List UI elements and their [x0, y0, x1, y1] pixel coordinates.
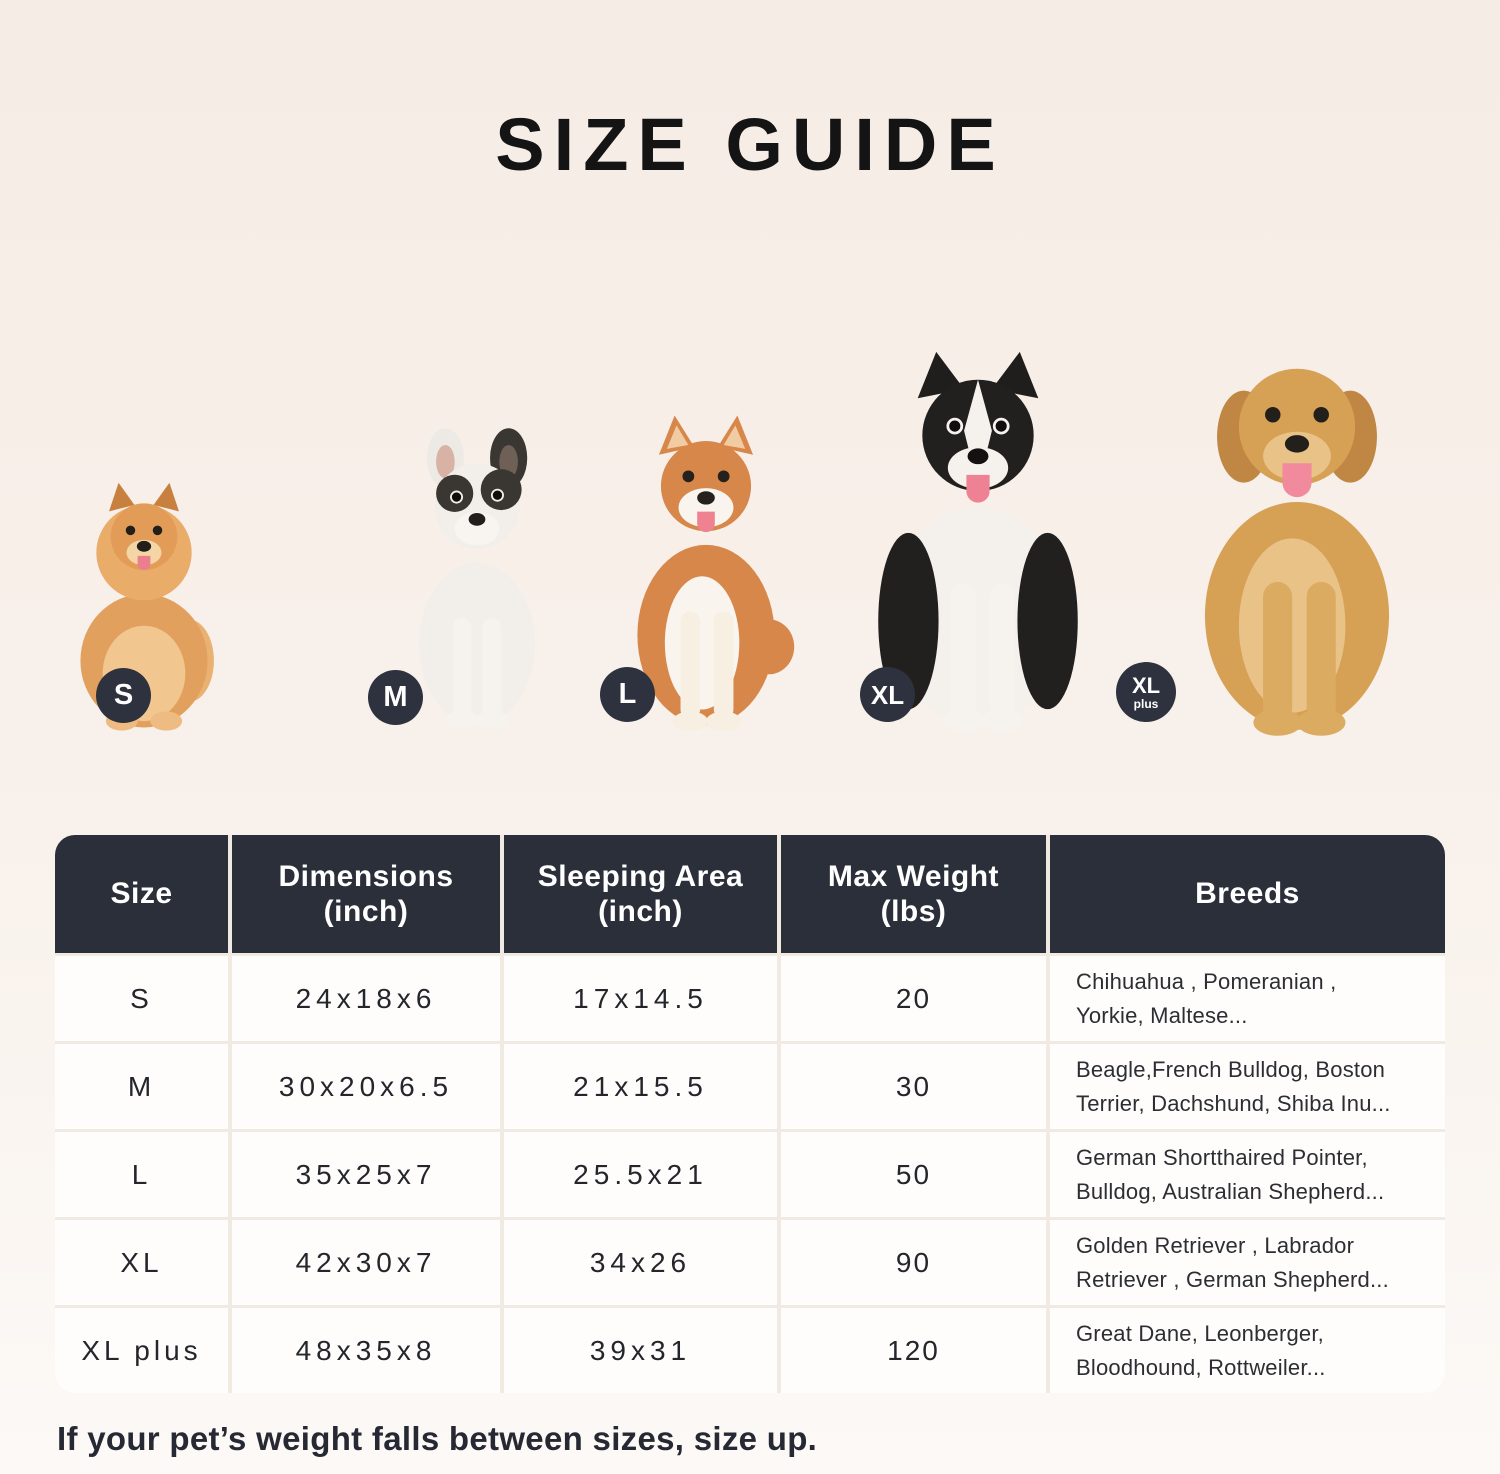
column-header-label: Max Weight — [827, 859, 1000, 893]
cell-dimensions: 24x18x6 — [232, 956, 500, 1041]
size-badge-l: L — [600, 667, 655, 722]
size-badge-label: S — [113, 679, 134, 711]
column-header-label: Size — [110, 877, 173, 911]
page-title: SIZE GUIDE — [495, 103, 1005, 186]
cell-dimensions: 48x35x8 — [232, 1308, 500, 1393]
dog-image-border-collie — [862, 346, 1094, 737]
cell-breeds: Beagle,French Bulldog, Boston Terrier, D… — [1050, 1044, 1445, 1129]
column-header-dimensions: Dimensions (inch) — [232, 835, 500, 953]
size-table: Size Dimensions (inch) Sleeping Area (in… — [55, 835, 1445, 1393]
cell-max-weight: 50 — [781, 1132, 1046, 1217]
cell-max-weight: 30 — [781, 1044, 1046, 1129]
column-header-size: Size — [55, 835, 228, 953]
size-up-footnote: If your pet’s weight falls between sizes… — [57, 1420, 818, 1457]
size-badge-label: L — [618, 678, 637, 710]
column-header-label: Sleeping Area — [537, 859, 744, 893]
column-header-label: Breeds — [1195, 877, 1300, 911]
column-header-max-weight: Max Weight (lbs) — [781, 835, 1046, 953]
dog-image-shiba-inu — [608, 362, 804, 737]
cell-sleeping-area: 21x15.5 — [504, 1044, 777, 1129]
cell-size: L — [55, 1132, 228, 1217]
size-badge-label: XL — [1131, 672, 1161, 698]
size-badge-s: S — [96, 668, 151, 723]
dog-image-golden-retriever — [1172, 330, 1422, 737]
cell-sleeping-area: 39x31 — [504, 1308, 777, 1393]
border-collie-illustration — [878, 351, 1078, 733]
cell-sleeping-area: 17x14.5 — [504, 956, 777, 1041]
cell-size: XL — [55, 1220, 228, 1305]
cell-max-weight: 120 — [781, 1308, 1046, 1393]
column-header-label: Dimensions — [278, 859, 454, 893]
cell-breeds: German Shortthaired Pointer, Bulldog, Au… — [1050, 1132, 1445, 1217]
cell-breeds: Great Dane, Leonberger, Bloodhound, Rott… — [1050, 1308, 1445, 1393]
cell-sleeping-area: 25.5x21 — [504, 1132, 777, 1217]
golden-retriever-illustration — [1204, 368, 1390, 736]
cell-breeds: Golden Retriever , Labrador Retriever , … — [1050, 1220, 1445, 1305]
french-bulldog-illustration — [419, 428, 535, 730]
cell-breeds: Chihuahua , Pomeranian , Yorkie, Maltese… — [1050, 956, 1445, 1041]
cell-size: XL plus — [55, 1308, 228, 1393]
column-header-breeds: Breeds — [1050, 835, 1445, 953]
cell-sleeping-area: 34x26 — [504, 1220, 777, 1305]
size-badge-xl: XL — [860, 667, 915, 722]
size-badge-m: M — [368, 670, 423, 725]
column-header-unit: (lbs) — [880, 895, 947, 928]
column-header-unit: (inch) — [323, 895, 409, 928]
size-badge-sublabel: plus — [1133, 696, 1159, 711]
size-badge-xl-plus: XL plus — [1116, 662, 1176, 722]
cell-dimensions: 35x25x7 — [232, 1132, 500, 1217]
size-badge-label: XL — [870, 679, 905, 710]
cell-dimensions: 30x20x6.5 — [232, 1044, 500, 1129]
cell-size: S — [55, 956, 228, 1041]
size-badge-label: M — [383, 681, 408, 713]
cell-dimensions: 42x30x7 — [232, 1220, 500, 1305]
cell-size: M — [55, 1044, 228, 1129]
column-header-unit: (inch) — [598, 895, 683, 928]
column-header-sleeping-area: Sleeping Area (inch) — [504, 835, 777, 953]
shiba-inu-illustration — [637, 415, 795, 732]
dog-image-french-bulldog — [384, 414, 570, 737]
cell-max-weight: 20 — [781, 956, 1046, 1041]
cell-max-weight: 90 — [781, 1220, 1046, 1305]
